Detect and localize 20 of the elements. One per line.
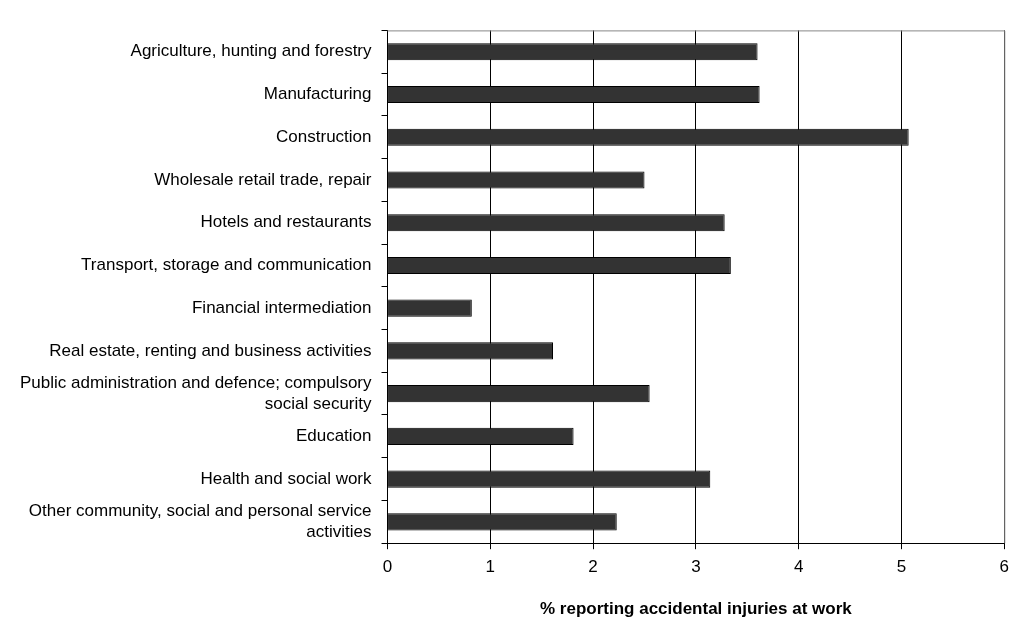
- x-tick-label: 1: [485, 557, 496, 577]
- y-tick-label: Health and social work: [200, 468, 373, 488]
- y-tick-label: Hotels and restaurants: [200, 212, 372, 232]
- x-tick-label: 4: [793, 557, 804, 577]
- y-tick-label: Real estate, renting and business activities: [49, 340, 372, 360]
- x-tick-label: 3: [691, 557, 701, 577]
- y-tick-label: Agriculture, hunting and forestry: [130, 41, 373, 61]
- y-tick-label: Manufacturing: [263, 84, 372, 104]
- y-tick-label: Other community, social and personal service activities: [28, 501, 372, 541]
- x-tick-label: 2: [588, 557, 598, 577]
- y-tick-label: Transport, storage and communication: [81, 255, 372, 275]
- x-tick-label: 0: [382, 557, 393, 577]
- y-tick-label: Public administration and defence; compulsory social security: [19, 373, 373, 413]
- y-tick-label: Financial intermediation: [191, 297, 372, 317]
- y-tick-label: Construction: [276, 126, 372, 146]
- x-axis-title: % reporting accidental injuries at work: [540, 599, 853, 619]
- y-tick-label: Wholesale retail trade, repair: [154, 169, 372, 189]
- x-tick-label: 5: [896, 557, 907, 577]
- x-tick-label: 6: [999, 557, 1010, 577]
- y-tick-label: Education: [295, 426, 372, 446]
